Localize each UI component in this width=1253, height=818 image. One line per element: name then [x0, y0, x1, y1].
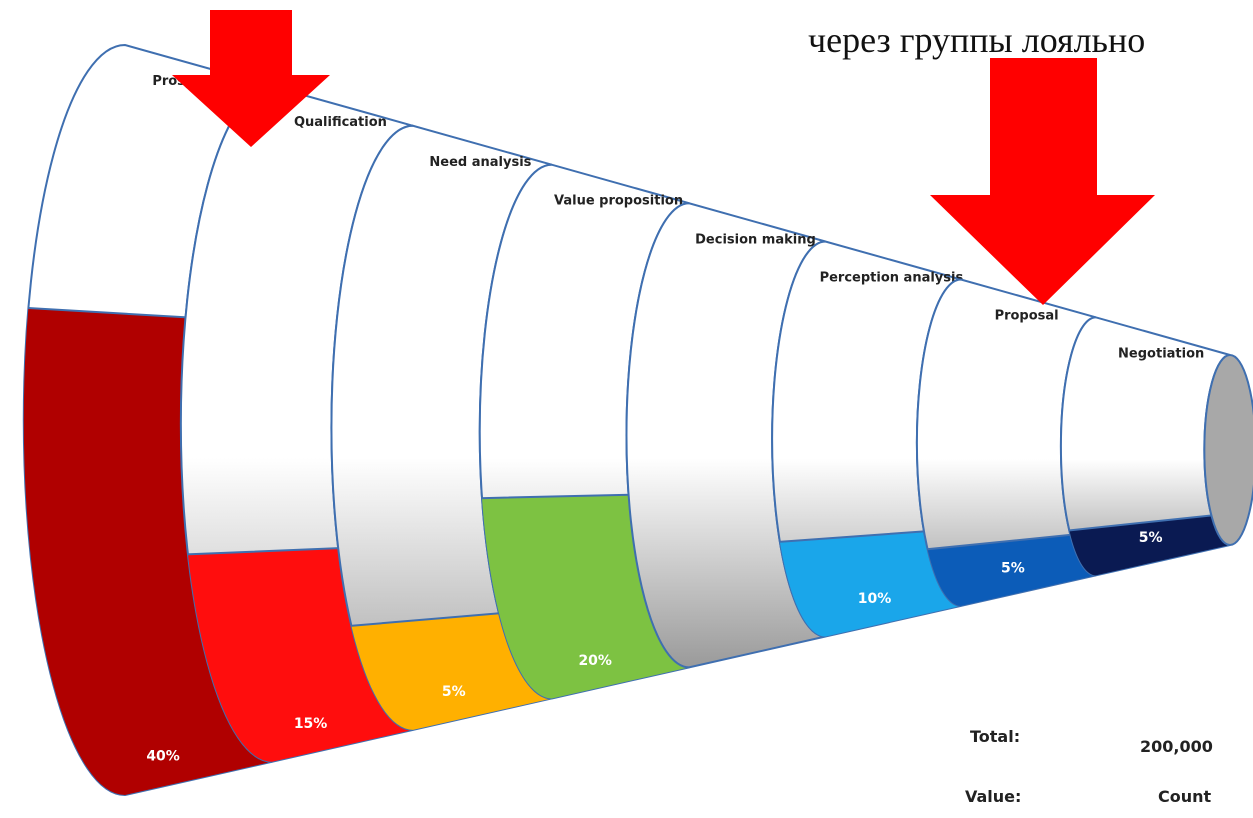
stage-label: Value proposition — [554, 194, 683, 209]
value-label: 5% — [442, 684, 466, 700]
caption: через группы лояльно — [808, 20, 1145, 60]
arrow — [172, 10, 330, 147]
stage-label: Negotiation — [1118, 346, 1204, 361]
stage-label: Qualification — [294, 115, 387, 130]
value-label: 20% — [578, 653, 612, 669]
stage-label: Decision making — [695, 232, 816, 247]
value-label: 5% — [1001, 561, 1025, 577]
total-value: 200,000 — [1140, 737, 1213, 756]
stage-label: Proposal — [995, 309, 1059, 324]
funnel-cap — [1203, 354, 1253, 546]
value-label: 5% — [1139, 530, 1163, 546]
total-label: Total: — [970, 727, 1020, 746]
value-type: Count — [1158, 787, 1212, 806]
stage-label: Perception analysis — [820, 271, 964, 286]
value-label: 40% — [146, 748, 180, 764]
value-label: 10% — [858, 591, 892, 607]
arrow — [930, 58, 1155, 305]
value-label: 15% — [294, 716, 328, 732]
value-label: Value: — [965, 787, 1021, 806]
stage-label: Need analysis — [429, 155, 531, 170]
